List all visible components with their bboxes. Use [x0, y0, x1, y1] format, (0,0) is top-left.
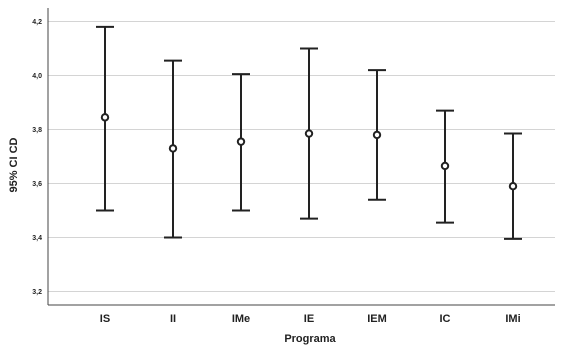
y-tick-label: 3,2 [32, 289, 42, 296]
x-tick-labels: IS II IMe IE IEM IC IMi [100, 313, 521, 325]
y-tick-label: 4,0 [32, 73, 42, 80]
y-tick-label: 3,4 [32, 235, 42, 242]
error-bar-is [96, 25, 114, 212]
mean-point [100, 113, 110, 122]
x-tick-label: II [170, 313, 176, 325]
axes [47, 8, 555, 306]
error-bars [96, 25, 522, 240]
x-tick-label: IEM [367, 313, 387, 325]
y-tick-label: 3,8 [32, 127, 42, 134]
error-bar-ic [436, 109, 454, 224]
error-bar-ime [232, 73, 250, 212]
error-bar-ie [300, 47, 318, 220]
mean-point [372, 130, 382, 140]
error-bar-ii [164, 59, 182, 239]
x-axis-title: Programa [284, 333, 336, 345]
y-axis-title: 95% CI CD [8, 137, 20, 192]
y-tick-label: 4,2 [32, 19, 42, 26]
x-tick-label: IS [100, 313, 110, 325]
x-tick-label: IE [304, 313, 314, 325]
mean-point [304, 129, 314, 138]
error-bar-imi [504, 132, 522, 240]
x-tick-label: IMe [232, 313, 250, 325]
x-tick-label: IC [440, 313, 451, 325]
y-tick-labels: 3,2 3,4 3,6 3,8 4,0 4,2 [32, 19, 42, 296]
mean-point [168, 144, 178, 153]
x-tick-label: IMi [505, 313, 520, 325]
error-bar-iem [368, 69, 386, 201]
y-tick-label: 3,6 [32, 181, 42, 188]
mean-point [508, 182, 518, 191]
gridlines [48, 21, 555, 292]
mean-point [236, 137, 246, 146]
mean-point [440, 161, 450, 171]
